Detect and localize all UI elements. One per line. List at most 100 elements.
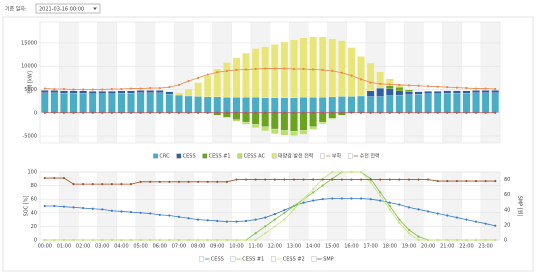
- point: [446, 111, 449, 114]
- y2-tick-label: 0: [504, 238, 507, 244]
- bar: [299, 97, 308, 113]
- point: [206, 111, 209, 114]
- bar: [117, 93, 126, 113]
- bar: [290, 97, 298, 113]
- line: [44, 198, 496, 227]
- point: [225, 180, 228, 183]
- point: [494, 224, 497, 227]
- point: [264, 178, 267, 181]
- point: [407, 111, 411, 114]
- point: [312, 191, 315, 194]
- bar: [376, 96, 384, 113]
- point: [177, 83, 181, 86]
- y-tick-label: 0: [34, 110, 37, 116]
- legend-swatch: [271, 153, 277, 159]
- bar: [60, 90, 68, 94]
- band: [212, 172, 232, 240]
- bar: [481, 90, 490, 93]
- bar: [175, 94, 183, 113]
- bar: [242, 53, 250, 98]
- point: [264, 232, 267, 235]
- bar: [405, 89, 413, 92]
- x-tick-label: 09:00: [210, 244, 224, 250]
- point: [139, 87, 142, 90]
- bar: [347, 47, 356, 97]
- date-value[interactable]: 2021-03-16 00:00: [39, 7, 84, 13]
- point: [359, 111, 363, 114]
- x-tick-label: 10:00: [229, 244, 243, 250]
- band: [365, 172, 385, 240]
- point: [72, 206, 75, 209]
- point: [225, 111, 228, 114]
- bar: [280, 41, 289, 98]
- point: [139, 111, 142, 114]
- bar: [424, 93, 432, 113]
- point: [398, 221, 401, 225]
- point: [216, 238, 219, 242]
- bar: [328, 96, 337, 113]
- point: [149, 238, 152, 242]
- band: [327, 172, 347, 240]
- legend-swatch: [237, 153, 243, 159]
- point: [206, 219, 209, 222]
- point: [398, 111, 401, 114]
- point: [206, 73, 209, 76]
- bar: [338, 96, 346, 113]
- point: [465, 86, 468, 90]
- bar: [271, 128, 279, 134]
- point: [379, 191, 382, 194]
- band: [250, 172, 270, 240]
- point: [340, 178, 343, 181]
- point: [101, 238, 104, 242]
- point: [168, 86, 171, 89]
- bar: [491, 90, 499, 93]
- band: [135, 22, 155, 143]
- bar: [299, 37, 308, 98]
- point: [264, 111, 267, 114]
- bar: [184, 95, 193, 113]
- point: [62, 238, 66, 242]
- point: [350, 111, 353, 114]
- point: [484, 179, 487, 183]
- x-tick-label: 01:00: [57, 244, 71, 250]
- point: [101, 111, 104, 114]
- x-tick-label: 04:00: [114, 244, 128, 250]
- point: [254, 218, 257, 221]
- dropdown-arrow[interactable]: [93, 7, 97, 11]
- point: [225, 69, 228, 72]
- x-tick-label: 07:00: [172, 244, 186, 250]
- y-tick-label: 0: [34, 238, 37, 244]
- point: [129, 238, 133, 242]
- bar: [41, 92, 49, 113]
- bar: [462, 90, 471, 94]
- date-select[interactable]: [35, 3, 101, 14]
- y2-tick-label: 60: [504, 192, 510, 198]
- bar: [175, 92, 183, 96]
- bar: [251, 124, 260, 128]
- point: [244, 238, 248, 242]
- y-tick-label: 5000: [24, 87, 37, 93]
- point: [91, 88, 94, 91]
- band: [97, 172, 117, 240]
- point: [436, 179, 439, 183]
- legend-swatch: [176, 153, 182, 159]
- bar: [79, 93, 87, 113]
- x-tick-label: 21:00: [440, 244, 454, 250]
- bar: [443, 90, 452, 94]
- bar: [290, 112, 298, 132]
- point: [340, 170, 343, 174]
- bar: [280, 112, 289, 131]
- point: [197, 238, 200, 242]
- point: [283, 208, 286, 212]
- bar: [318, 121, 327, 125]
- bar: [318, 112, 327, 123]
- legend-box: [347, 153, 353, 159]
- point: [312, 187, 315, 191]
- legend-box: [199, 256, 204, 262]
- x-tick-label: 20:00: [421, 244, 435, 250]
- point: [177, 238, 181, 242]
- y-tick-label: 80: [31, 183, 37, 189]
- bar: [261, 112, 269, 127]
- point: [187, 80, 190, 83]
